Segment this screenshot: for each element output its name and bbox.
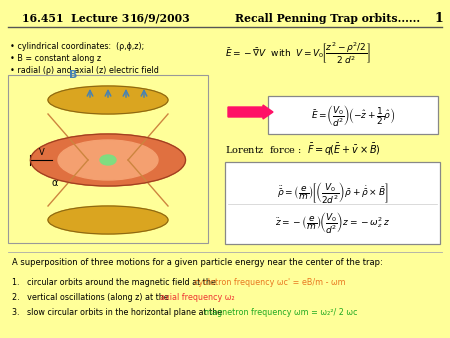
Ellipse shape [48,206,168,234]
Text: 16.451  Lecture 3: 16.451 Lecture 3 [22,13,130,24]
Ellipse shape [58,140,158,180]
Text: A superposition of three motions for a given particle energy near the center of : A superposition of three motions for a g… [12,258,383,267]
Bar [225,162,440,244]
Text: 3.   slow circular orbits in the horizontal plane at the: 3. slow circular orbits in the horizonta… [12,308,225,317]
Text: 1.   circular orbits around the magnetic field at the: 1. circular orbits around the magnetic f… [12,278,218,287]
Text: • cylindrical coordinates:  (ρ,ϕ,z);: • cylindrical coordinates: (ρ,ϕ,z); [10,42,144,51]
Text: 2.   vertical oscillations (along z) at the: 2. vertical oscillations (along z) at th… [12,293,171,302]
Bar [8,75,208,243]
Text: $\bar{E} = -\bar{\nabla}V$  with  $V = V_0\!\left[\dfrac{z^2-\rho^2/2}{2\,d^2}\r: $\bar{E} = -\bar{\nabla}V$ with $V = V_0… [225,40,371,66]
Ellipse shape [31,134,185,186]
Text: B: B [69,70,77,80]
Text: magnetron frequency ωm = ω₂²/ 2 ωc: magnetron frequency ωm = ω₂²/ 2 ωc [204,308,358,317]
Ellipse shape [100,155,116,165]
Text: $\ddot{z} = -\left(\dfrac{e}{m}\right)\!\left(\dfrac{V_0}{d^2}\right)z = -\omega: $\ddot{z} = -\left(\dfrac{e}{m}\right)\!… [275,210,391,235]
Text: 1: 1 [434,11,443,24]
Text: • B = constant along z: • B = constant along z [10,54,101,63]
Text: $\bar{E} = \!\left(\dfrac{V_0}{d^2}\right)\!\left(-\hat{z}+\dfrac{1}{2}\hat{\rho: $\bar{E} = \!\left(\dfrac{V_0}{d^2}\righ… [311,102,395,127]
Text: 16/9/2003: 16/9/2003 [130,13,191,24]
Text: • radial (ρ) and axial (z) electric field: • radial (ρ) and axial (z) electric fiel… [10,66,159,75]
FancyArrow shape [228,105,273,119]
Text: V: V [39,148,45,157]
Text: α: α [52,178,58,188]
Text: $\ddot{\bar{\rho}} = \left(\dfrac{e}{m}\right)\!\left[\left(\dfrac{V_0}{2d^2}\ri: $\ddot{\bar{\rho}} = \left(\dfrac{e}{m}\… [277,180,389,205]
Text: Recall Penning Trap orbits......: Recall Penning Trap orbits...... [235,13,420,24]
Text: axial frequency ω₂: axial frequency ω₂ [160,293,235,302]
Text: Lorentz  force :  $\bar{F} = q\!\left(\bar{E}+\bar{v}\times\bar{B}\right)$: Lorentz force : $\bar{F} = q\!\left(\bar… [225,142,381,158]
Bar [268,96,438,134]
Ellipse shape [48,86,168,114]
Text: cyclotron frequency ωc' = eB/m - ωm: cyclotron frequency ωc' = eB/m - ωm [194,278,346,287]
